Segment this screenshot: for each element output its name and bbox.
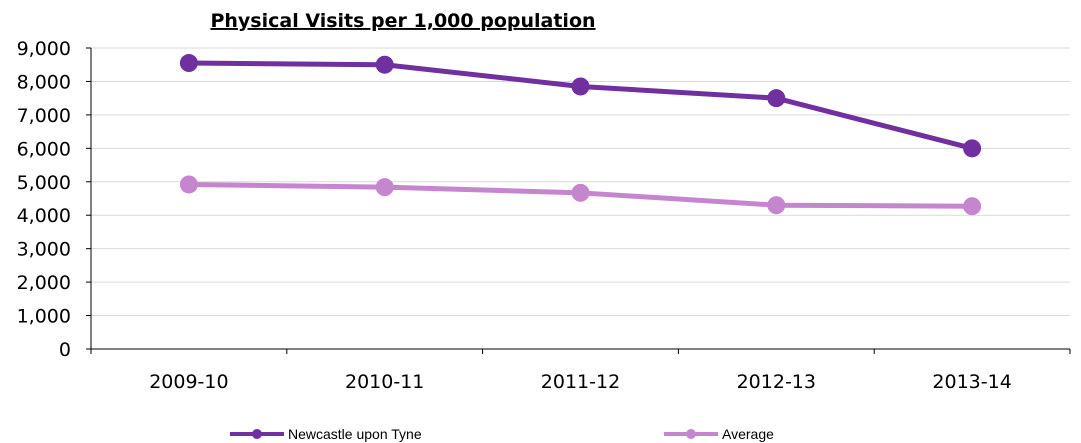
data-point: [375, 55, 394, 74]
gridlines: [91, 47, 1070, 317]
y-tick-label: 4,000: [17, 205, 71, 227]
x-tick-labels: 2009-10 2010-11 2011-12 2012-13 2013-14: [149, 371, 1012, 393]
data-point: [571, 183, 590, 202]
series-0: [179, 54, 982, 158]
y-tick-label: 6,000: [17, 138, 71, 160]
legend-marker: [252, 429, 262, 439]
data-point: [179, 54, 198, 73]
data-point: [963, 197, 982, 216]
axes: [86, 47, 1071, 354]
legend-marker: [686, 429, 696, 439]
x-tick-label: 2013-14: [932, 371, 1011, 393]
y-tick-label: 7,000: [17, 105, 71, 127]
series: [179, 54, 982, 216]
y-tick-label: 5,000: [17, 172, 71, 194]
legend-label: Average: [722, 426, 774, 442]
x-tick-label: 2009-10: [149, 371, 228, 393]
series-1: [179, 175, 982, 216]
legend-item: Newcastle upon Tyne: [230, 426, 422, 442]
x-tick-label: 2011-12: [541, 371, 620, 393]
series-line: [188, 60, 973, 151]
data-point: [179, 175, 198, 194]
y-tick-label: 2,000: [17, 272, 71, 294]
y-tick-labels: 0 1,000 2,000 3,000 4,000 5,000 6,000 7,000 8,00…: [17, 38, 71, 361]
data-point: [375, 178, 394, 197]
data-point: [767, 89, 786, 108]
y-tick-label: 3,000: [17, 239, 71, 261]
y-tick-label: 8,000: [17, 71, 71, 93]
legend-item: Average: [664, 426, 774, 442]
y-tick-label: 9,000: [17, 38, 71, 60]
data-point: [767, 196, 786, 215]
chart-title: Physical Visits per 1,000 population: [210, 10, 595, 32]
data-point: [963, 139, 982, 158]
data-point: [571, 77, 590, 96]
x-tick-label: 2012-13: [737, 371, 816, 393]
y-tick-label: 1,000: [17, 306, 71, 328]
legend: Newcastle upon Tyne Average: [230, 426, 774, 442]
x-tick-label: 2010-11: [345, 371, 424, 393]
y-tick-label: 0: [59, 339, 71, 361]
legend-label: Newcastle upon Tyne: [288, 426, 422, 442]
